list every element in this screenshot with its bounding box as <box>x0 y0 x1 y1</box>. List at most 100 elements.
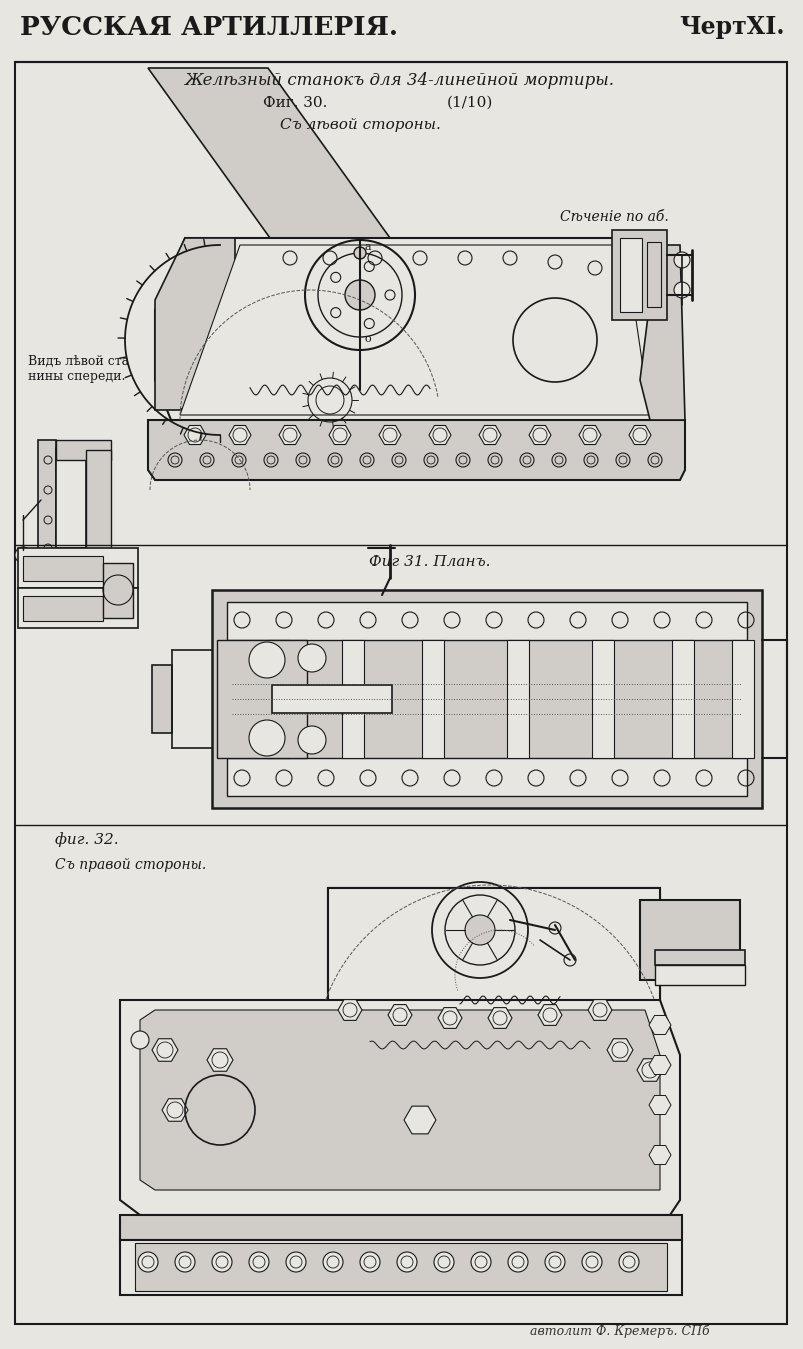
Polygon shape <box>337 1000 361 1020</box>
Polygon shape <box>152 1039 177 1062</box>
Polygon shape <box>648 1145 671 1164</box>
Circle shape <box>651 1017 667 1033</box>
Bar <box>226 602 746 639</box>
Text: фиг. 32.: фиг. 32. <box>55 832 119 847</box>
Circle shape <box>360 1252 380 1272</box>
Circle shape <box>344 281 374 310</box>
Circle shape <box>651 1147 667 1163</box>
Polygon shape <box>328 425 351 445</box>
Text: a: a <box>365 241 371 252</box>
Circle shape <box>249 1252 269 1272</box>
Polygon shape <box>648 1016 671 1035</box>
Bar <box>56 440 111 460</box>
Circle shape <box>673 282 689 298</box>
Text: автолит Ф. Кремеръ. СПб: автолит Ф. Кремеръ. СПб <box>529 1325 709 1338</box>
Polygon shape <box>628 425 650 445</box>
Text: Съ правой стороны.: Съ правой стороны. <box>55 858 206 871</box>
Polygon shape <box>328 888 659 1055</box>
Text: Съ лѣвой стороны.: Съ лѣвой стороны. <box>279 117 440 132</box>
Polygon shape <box>140 1010 659 1190</box>
Polygon shape <box>479 425 500 445</box>
Bar <box>212 590 761 808</box>
Polygon shape <box>537 1005 561 1025</box>
Bar <box>23 556 103 581</box>
Text: Видъ лѣвой ста
нины спереди.: Видъ лѣвой ста нины спереди. <box>28 355 129 383</box>
Bar <box>135 1242 666 1291</box>
Bar <box>654 965 744 985</box>
Circle shape <box>507 1252 528 1272</box>
Bar <box>267 639 288 758</box>
Text: o: o <box>365 335 371 344</box>
Polygon shape <box>648 1095 671 1114</box>
Bar <box>120 1240 681 1295</box>
Text: РУССКАЯ АРТИЛЛЕРІЯ.: РУССКАЯ АРТИЛЛЕРІЯ. <box>20 15 397 40</box>
Bar <box>226 758 746 796</box>
Text: ЧертXI.: ЧертXI. <box>679 15 784 39</box>
Circle shape <box>651 1097 667 1113</box>
Bar <box>654 950 744 965</box>
Circle shape <box>298 643 325 672</box>
Circle shape <box>548 921 560 934</box>
Bar <box>591 639 613 758</box>
Circle shape <box>353 247 365 259</box>
Polygon shape <box>487 1008 512 1028</box>
Bar <box>507 639 528 758</box>
Polygon shape <box>429 425 450 445</box>
Circle shape <box>298 726 325 754</box>
Circle shape <box>581 1252 601 1272</box>
Circle shape <box>249 642 284 679</box>
Circle shape <box>563 954 575 966</box>
Circle shape <box>175 1252 195 1272</box>
Polygon shape <box>206 1048 233 1071</box>
Polygon shape <box>120 1000 679 1215</box>
Circle shape <box>212 1252 232 1272</box>
Text: Желѣзный станокъ для 34-линейной мортиры.: Желѣзный станокъ для 34-линейной мортиры… <box>185 71 614 89</box>
Polygon shape <box>587 1000 611 1020</box>
Circle shape <box>434 1252 454 1272</box>
Polygon shape <box>229 425 251 445</box>
Bar <box>86 451 111 558</box>
Polygon shape <box>184 425 206 445</box>
Bar <box>271 685 392 714</box>
Bar <box>18 548 138 588</box>
Circle shape <box>651 1058 667 1072</box>
Bar <box>619 237 642 312</box>
Bar <box>328 888 659 1055</box>
Polygon shape <box>148 67 389 237</box>
Circle shape <box>544 1252 565 1272</box>
Polygon shape <box>403 1106 435 1135</box>
Polygon shape <box>648 1055 671 1075</box>
Circle shape <box>323 1252 343 1272</box>
Bar <box>56 448 86 548</box>
Bar <box>120 1215 681 1240</box>
Polygon shape <box>528 425 550 445</box>
Bar <box>38 440 56 560</box>
Circle shape <box>618 1252 638 1272</box>
Bar <box>422 639 443 758</box>
Circle shape <box>397 1252 417 1272</box>
Circle shape <box>673 252 689 268</box>
Polygon shape <box>155 237 679 430</box>
Bar <box>152 665 172 733</box>
Circle shape <box>464 915 495 946</box>
Bar <box>56 548 111 568</box>
Polygon shape <box>578 425 601 445</box>
Bar <box>611 229 666 320</box>
Circle shape <box>15 546 31 563</box>
Polygon shape <box>279 425 300 445</box>
Polygon shape <box>155 237 234 410</box>
Bar <box>23 596 103 621</box>
Polygon shape <box>624 246 684 420</box>
Circle shape <box>286 1252 306 1272</box>
Circle shape <box>131 1031 149 1050</box>
Text: (1/10): (1/10) <box>446 96 492 111</box>
Text: Фиг. 30.: Фиг. 30. <box>263 96 327 111</box>
Bar <box>646 241 660 308</box>
Text: Фиг 31. Планъ.: Фиг 31. Планъ. <box>369 554 490 569</box>
Bar <box>731 639 753 758</box>
Bar <box>103 563 132 618</box>
Circle shape <box>471 1252 491 1272</box>
Circle shape <box>249 720 284 755</box>
Polygon shape <box>606 1039 632 1062</box>
Polygon shape <box>180 246 649 415</box>
